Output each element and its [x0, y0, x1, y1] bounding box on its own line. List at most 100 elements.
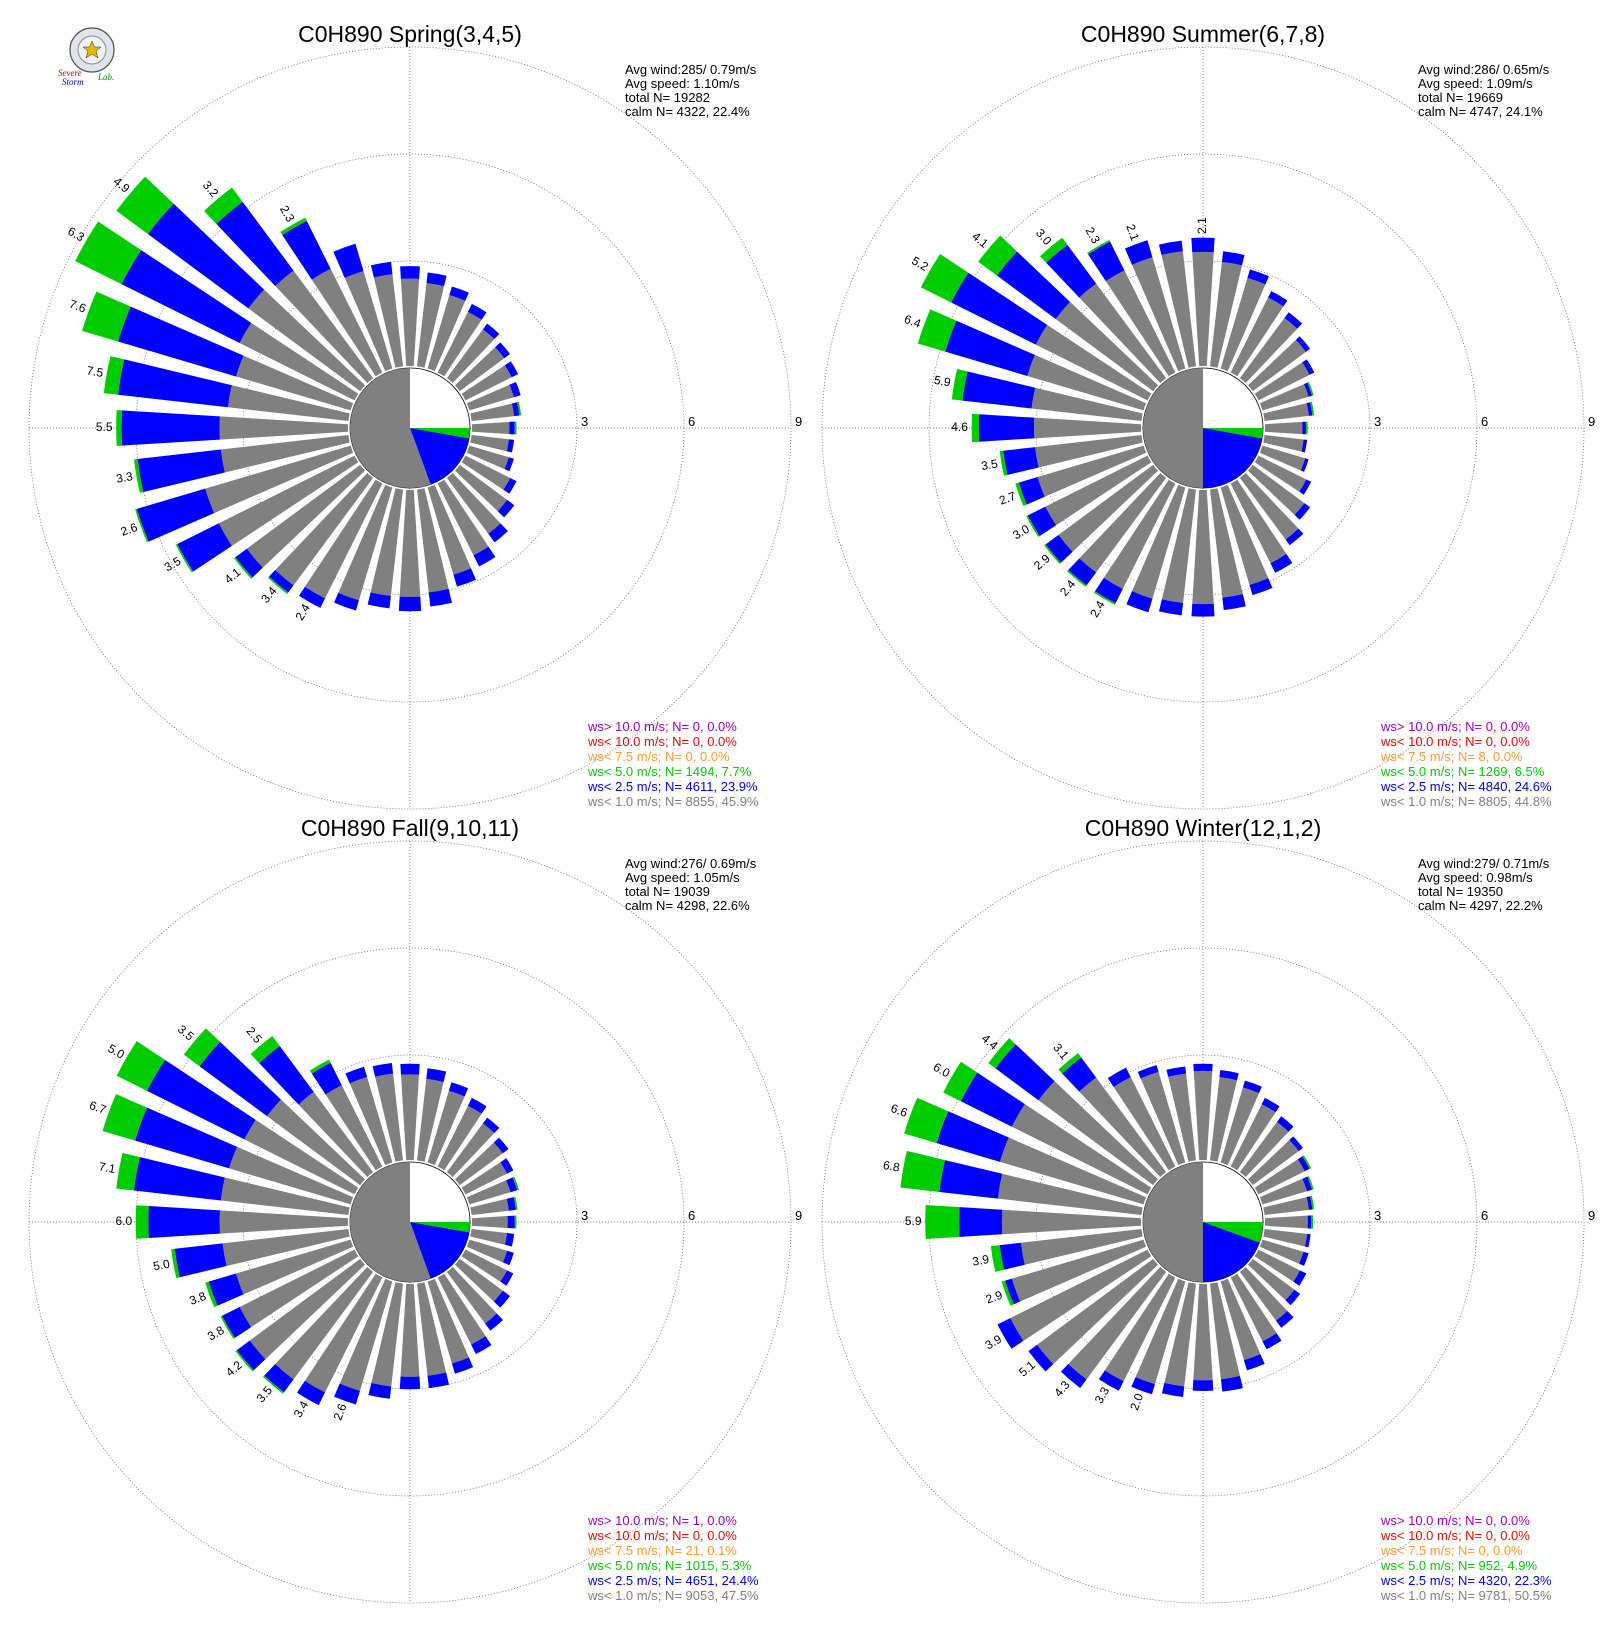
- bar-lt2-5-80: [506, 1197, 516, 1211]
- bar-lt1-320: [1079, 1077, 1167, 1178]
- bar-lt1-190: [370, 488, 403, 596]
- bar-lt2-5-90: [507, 1215, 515, 1229]
- bar-lt5-90: [1305, 421, 1308, 435]
- bar-lt1-80: [470, 403, 515, 421]
- bar-lt1-200: [338, 484, 393, 601]
- bar-lt2-5-230: [1045, 534, 1073, 563]
- bar-lt1-220: [1068, 1266, 1167, 1380]
- bar-lt1-180: [399, 489, 421, 597]
- bar-lt2-5-290: [135, 1107, 238, 1169]
- bar-lt1-270: [219, 416, 349, 440]
- stat-line: Avg wind:286/ 0.65m/s: [1418, 62, 1550, 77]
- bar-lt2-5-60: [1297, 1156, 1310, 1172]
- bar-lt2-5-250: [208, 1273, 244, 1306]
- bar-lt2-5-220: [1060, 1363, 1087, 1388]
- bar-lt5-300: [75, 221, 142, 285]
- bar-value-label: 4.6: [951, 420, 968, 434]
- bar-lt2-5-0: [1191, 237, 1215, 253]
- bar-lt1-60: [1254, 362, 1310, 401]
- legend-entry: ws< 10.0 m/s; N= 0, 0.0%: [1380, 734, 1530, 749]
- bar-value-label: 7.1: [98, 1159, 117, 1176]
- bar-lt2-5-300: [121, 250, 252, 344]
- bar-lt2-5-110: [1299, 1251, 1309, 1266]
- bar-lt5-270: [971, 413, 980, 443]
- bar-lt1-250: [235, 1239, 354, 1295]
- bar-value-label: 2.9: [984, 1288, 1005, 1307]
- bar-lt1-250: [1037, 445, 1147, 497]
- bar-lt1-130: [1247, 1258, 1295, 1301]
- bar-lt2-5-110: [504, 457, 514, 472]
- bar-lt5-330: [1087, 240, 1111, 255]
- bar-lt2-5-270: [121, 410, 220, 446]
- bar-lt2-5-90: [1302, 421, 1307, 435]
- bar-lt2-5-340: [345, 1066, 368, 1084]
- bar-lt2-5-240: [177, 523, 232, 572]
- bar-lt2-5-350: [1158, 240, 1183, 255]
- bar-lt2-5-240: [1027, 506, 1057, 537]
- bar-lt2-5-0: [1193, 1063, 1213, 1072]
- bar-value-label: 3.3: [1092, 1384, 1113, 1406]
- bar-lt2-5-160: [1249, 578, 1273, 596]
- bar-lt2-5-260: [174, 1243, 227, 1278]
- bar-lt5-320: [204, 187, 243, 224]
- bar-lt2-5-40: [482, 323, 500, 340]
- bar-lt5-250: [1015, 482, 1027, 507]
- bar-lt1-50: [1247, 339, 1306, 392]
- bar-value-label: 7.6: [67, 297, 88, 316]
- bar-lt2-5-350: [1166, 1066, 1187, 1077]
- ring-label: 3: [1374, 414, 1381, 429]
- bar-lt1-30: [437, 311, 482, 377]
- bar-lt1-290: [1027, 354, 1147, 411]
- bar-lt1-280: [997, 1173, 1143, 1215]
- bar-lt2-5-220: [1068, 558, 1097, 586]
- bar-lt1-110: [466, 1239, 508, 1263]
- bar-lt5-240: [1026, 515, 1040, 538]
- bar-lt1-150: [437, 479, 489, 556]
- stat-line: total N= 19282: [625, 90, 710, 105]
- bar-lt2-5-290: [936, 1111, 1009, 1162]
- bar-lt1-190: [1161, 488, 1196, 604]
- bar-lt2-5-270: [148, 1206, 220, 1238]
- bar-lt2-5-150: [471, 1336, 492, 1355]
- bar-lt1-250: [205, 445, 354, 514]
- bar-lt2-5-180: [399, 1376, 421, 1390]
- bar-lt2-5-330: [1107, 1067, 1131, 1088]
- bar-lt5-80: [513, 1196, 518, 1210]
- bar-lt2-5-300: [951, 272, 1048, 345]
- bar-lt2-5-100: [504, 1233, 515, 1247]
- legend-entry: ws< 7.5 m/s; N= 0, 0.0%: [587, 749, 730, 764]
- calm-slice-lt2_5: [410, 428, 470, 485]
- bar-lt2-5-10: [426, 1068, 447, 1082]
- stat-line: total N= 19350: [1418, 884, 1503, 899]
- calm-slice-lt5: [1203, 428, 1263, 439]
- bar-lt2-5-320: [1046, 244, 1097, 298]
- stat-line: total N= 19669: [1418, 90, 1503, 105]
- bar-value-label: 5.0: [152, 1257, 171, 1274]
- bar-lt5-70: [512, 1176, 520, 1191]
- bar-lt1-140: [446, 472, 501, 534]
- ring-label: 6: [1481, 414, 1488, 429]
- bar-value-label: 3.5: [162, 554, 184, 575]
- bar-lt2-5-300: [147, 1059, 256, 1140]
- bar-lt2-5-270: [959, 1207, 1003, 1237]
- calm-slice-lt2_5: [1203, 1222, 1260, 1282]
- bar-value-label: 3.3: [115, 469, 134, 486]
- bar-lt1-0: [400, 278, 420, 367]
- bar-lt1-260: [1020, 1229, 1143, 1265]
- bar-lt2-5-230: [236, 1340, 266, 1371]
- bar-lt1-270: [1001, 1209, 1142, 1235]
- bar-lt1-120: [1254, 455, 1307, 492]
- bar-lt1-290: [229, 1146, 354, 1205]
- bar-lt5-320: [1058, 1053, 1082, 1074]
- bar-lt2-5-140: [488, 523, 508, 543]
- bar-value-label: 2.5: [243, 1024, 265, 1046]
- bar-lt2-5-20: [1247, 269, 1269, 285]
- bar-value-label: 4.9: [111, 174, 133, 196]
- bar-value-label: 3.0: [1033, 226, 1055, 248]
- bar-lt5-310: [116, 176, 174, 235]
- bar-lt1-100: [1263, 435, 1304, 452]
- bar-value-label: 2.3: [277, 203, 298, 225]
- bar-lt2-5-170: [428, 588, 452, 607]
- bar-value-label: 6.8: [882, 1158, 901, 1175]
- bar-lt2-5-130: [1285, 1289, 1301, 1306]
